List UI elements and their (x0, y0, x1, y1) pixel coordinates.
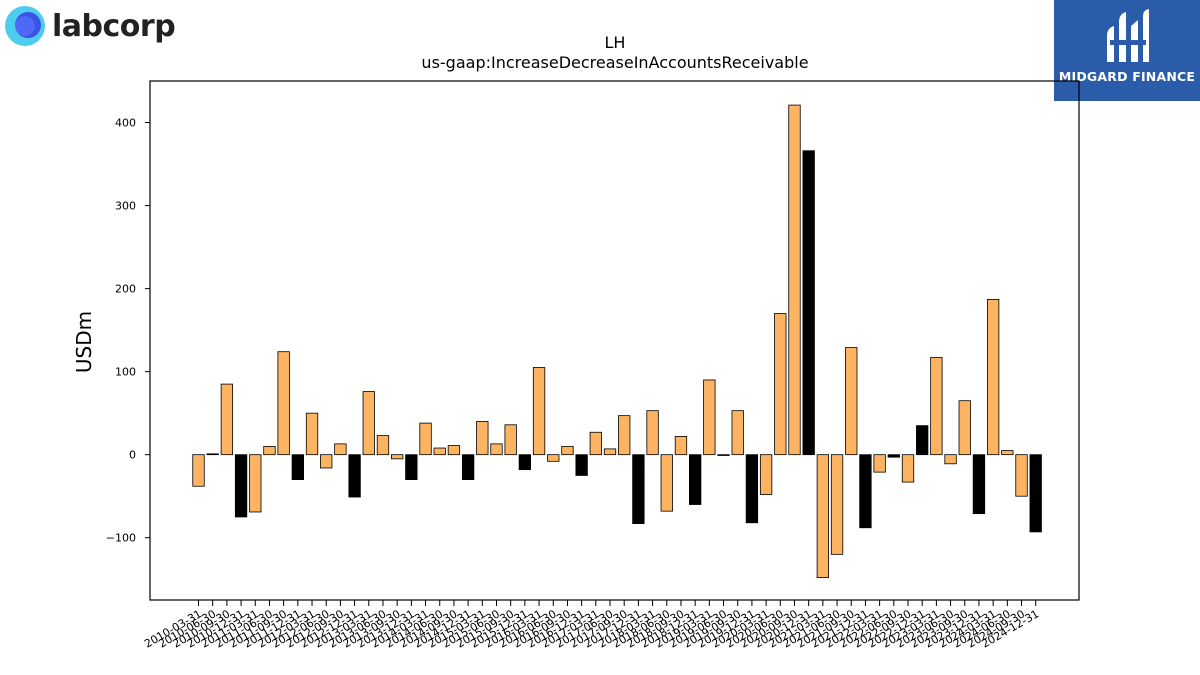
bar-2020-03-31 (759, 454, 773, 495)
midgard-finance-logo: MIDGARD FINANCE (1054, 0, 1200, 101)
bar-2015-09-30 (504, 424, 517, 456)
bar-2017-12-31 (632, 454, 645, 524)
bar-2014-03-31 (419, 422, 432, 456)
bar-2023-12-31 (972, 454, 986, 515)
y-tick-label: 100 (115, 366, 136, 379)
bar-2021-03-31 (816, 454, 830, 578)
bar-2018-09-30 (674, 436, 688, 456)
chart-subtitle: us-gaap:IncreaseDecreaseInAccountsReceiv… (421, 53, 808, 72)
bar-2017-06-30 (603, 448, 617, 456)
labcorp-logo-text: labcorp (52, 8, 176, 44)
x-axis-ticks: 2010-03-312010-06-302010-09-302010-12-31… (142, 600, 1041, 651)
y-axis-label: USDm (72, 311, 96, 373)
bar-2013-09-30 (391, 454, 404, 460)
bar-2024-06-30 (1001, 450, 1014, 456)
bar-2011-06-30 (263, 445, 276, 456)
bar-2013-03-31 (362, 391, 375, 456)
bar-2010-12-31 (234, 454, 248, 518)
bar-2013-12-31 (405, 454, 418, 480)
bar-2017-09-30 (618, 415, 631, 456)
chart-title: LH (605, 33, 626, 52)
bars-group (192, 104, 1042, 578)
bar-2010-03-31 (192, 454, 205, 487)
bar-2016-03-31 (532, 367, 546, 456)
bar-2022-12-31 (916, 425, 929, 456)
bar-2020-06-30 (774, 313, 787, 456)
bar-2021-09-30 (845, 347, 858, 456)
bar-2016-12-31 (575, 454, 588, 476)
bar-2018-03-31 (646, 410, 659, 456)
bar-2021-06-30 (830, 454, 844, 555)
midgard-logo-text: MIDGARD FINANCE (1058, 69, 1196, 84)
bar-2014-12-31 (461, 454, 475, 480)
labcorp-logo: labcorp (4, 4, 176, 48)
bar-2020-09-30 (788, 104, 801, 456)
y-tick-label: 300 (115, 200, 136, 213)
bar-2012-09-30 (334, 443, 347, 456)
bar-2019-06-30 (717, 454, 730, 456)
bar-2024-09-30 (1015, 454, 1028, 497)
bar-2020-12-31 (802, 150, 815, 456)
bar-2018-12-31 (689, 454, 702, 505)
bar-2019-03-31 (703, 379, 716, 456)
bar-2022-09-30 (901, 454, 915, 483)
bar-2012-12-31 (348, 454, 361, 498)
bar-2015-06-30 (490, 443, 503, 456)
bar-2024-03-31 (986, 298, 1000, 456)
y-axis-ticks: −100 0 100 200 300 400 (106, 117, 150, 545)
bar-2014-09-30 (447, 445, 461, 456)
bar-2010-06-30 (206, 453, 219, 456)
bar-2017-03-31 (589, 431, 602, 456)
bar-2015-03-31 (476, 421, 489, 456)
y-tick-label: 0 (129, 449, 136, 462)
bar-2014-06-30 (433, 447, 446, 456)
bar-2024-12-31 (1029, 454, 1042, 533)
bar-2023-09-30 (958, 400, 971, 456)
bar-2015-12-31 (518, 454, 532, 471)
bar-2011-12-31 (291, 454, 304, 480)
bar-2010-09-30 (220, 383, 234, 456)
bar-2019-09-30 (731, 410, 744, 456)
y-tick-label: −100 (106, 532, 136, 545)
y-tick-label: 200 (115, 283, 136, 296)
bar-2022-06-30 (887, 454, 900, 458)
bar-2023-03-31 (930, 357, 943, 456)
labcorp-logo-icon (4, 5, 46, 47)
bar-2012-06-30 (320, 454, 333, 469)
y-tick-label: 400 (115, 117, 136, 130)
bar-2016-09-30 (561, 445, 574, 456)
bar-2018-06-30 (660, 454, 673, 512)
bar-2019-12-31 (745, 454, 759, 524)
midgard-logo-icon (1107, 9, 1149, 62)
bar-2011-03-31 (249, 454, 262, 513)
bar-2023-06-30 (944, 454, 957, 465)
bar-2012-03-31 (305, 412, 319, 456)
bar-2013-06-30 (376, 435, 390, 456)
bar-2021-12-31 (859, 454, 872, 529)
plot-frame (149, 80, 1080, 601)
bar-2011-09-30 (277, 351, 290, 456)
bar-2022-03-31 (873, 454, 886, 473)
bar-2016-06-30 (547, 454, 560, 462)
